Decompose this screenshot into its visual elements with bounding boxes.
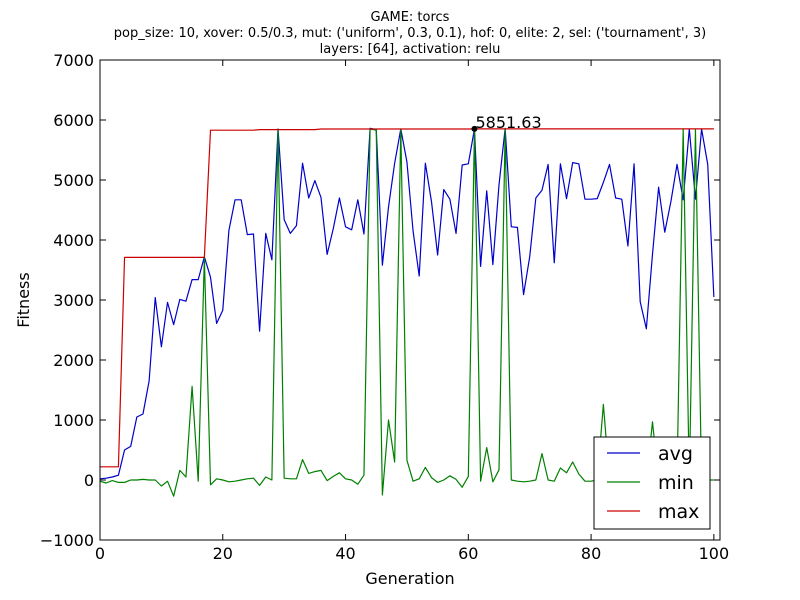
legend-label-avg: avg (658, 443, 693, 465)
x-tick-label: 0 (95, 544, 105, 563)
legend: avg min max (593, 436, 711, 530)
chart-title: GAME: torcs pop_size: 10, xover: 0.5/0.3… (114, 10, 706, 57)
y-tick-label: 0 (84, 471, 94, 490)
series-line-avg (99, 127, 715, 480)
y-tick-label: 4000 (53, 231, 94, 250)
y-tick-label: −1000 (40, 531, 94, 550)
series-line-max (100, 128, 714, 468)
y-axis-label: Fitness (14, 272, 33, 327)
title-line-3: layers: [64], activation: relu (320, 42, 501, 57)
x-tick-label: 100 (699, 544, 730, 563)
y-tick-label: 1000 (53, 411, 94, 430)
axis-ticks: 0 20 40 60 80 100−100001000200030004000500060… (40, 51, 729, 563)
x-tick-label: 80 (581, 544, 601, 563)
x-tick-label: 40 (335, 544, 355, 563)
max-point-label: 5851.63 (475, 113, 541, 132)
y-tick-label: 3000 (53, 291, 94, 310)
x-tick-label: 20 (213, 544, 233, 563)
x-axis-label: Generation (365, 569, 454, 588)
legend-label-max: max (658, 501, 699, 523)
y-tick-label: 2000 (53, 351, 94, 370)
x-tick-label: 60 (458, 544, 478, 563)
annotation-layer: 5851.63 (471, 113, 542, 132)
y-tick-label: 6000 (53, 111, 94, 130)
legend-label-min: min (658, 472, 694, 494)
y-tick-label: 5000 (53, 171, 94, 190)
max-point-marker (471, 125, 478, 132)
title-line-1: GAME: torcs (371, 10, 450, 25)
title-line-2: pop_size: 10, xover: 0.5/0.3, mut: ('uni… (114, 26, 706, 41)
legend-box (593, 436, 711, 530)
y-tick-label: 7000 (53, 51, 94, 70)
